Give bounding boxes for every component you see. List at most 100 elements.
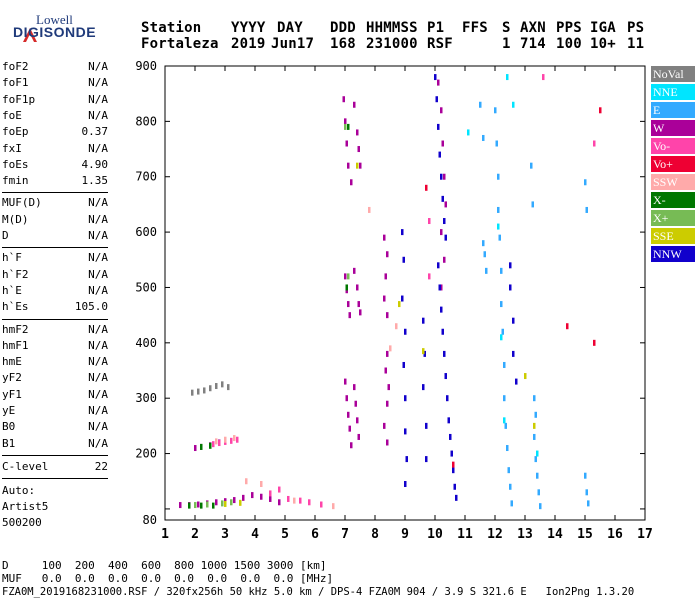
echo-point-w bbox=[383, 234, 386, 241]
x-tick-label: 9 bbox=[401, 527, 409, 542]
echo-point-nnw bbox=[509, 262, 512, 269]
echo-point-w bbox=[359, 309, 362, 316]
echo-point-nnw bbox=[437, 262, 440, 269]
echo-point-nnw bbox=[425, 456, 428, 463]
echo-point-w bbox=[353, 384, 356, 391]
param-value: N/A bbox=[88, 60, 108, 73]
param-label: foF1 bbox=[2, 76, 29, 90]
echo-point-w bbox=[357, 433, 360, 440]
echo-point-nnw bbox=[444, 373, 447, 380]
echo-point-sse bbox=[239, 499, 242, 506]
echo-point-e bbox=[497, 173, 500, 180]
echo-point-vo bbox=[299, 497, 302, 504]
x-tick-label: 11 bbox=[457, 527, 473, 542]
logo-mark-icon bbox=[4, 8, 38, 42]
echo-point-x bbox=[194, 502, 197, 509]
echo-point-nnw bbox=[509, 284, 512, 291]
echo-point-nnw bbox=[444, 234, 447, 241]
y-tick-label: 700 bbox=[135, 170, 157, 184]
echo-point-e bbox=[482, 134, 485, 141]
echo-point-nnw bbox=[404, 328, 407, 335]
echo-point-sse bbox=[533, 422, 536, 429]
logo-digisonde-text: DIGISONDE bbox=[13, 24, 97, 40]
param-value: 4.90 bbox=[81, 157, 109, 171]
echo-point-noval bbox=[209, 385, 212, 392]
echo-point-nnw bbox=[440, 173, 443, 180]
param-label: foEp bbox=[2, 125, 29, 139]
param-row-hme: hmE N/A bbox=[2, 354, 108, 370]
echo-point-vo bbox=[269, 490, 272, 497]
echo-point-x bbox=[212, 502, 215, 509]
param-separator bbox=[2, 247, 108, 249]
echo-point-e bbox=[536, 472, 539, 479]
header-value-yyyy: 2019 bbox=[231, 36, 266, 52]
param-label: M(D) bbox=[2, 212, 29, 226]
param-separator bbox=[2, 478, 108, 479]
echo-point-w bbox=[242, 494, 245, 501]
param-value: N/A bbox=[88, 371, 108, 385]
x-tick-label: 12 bbox=[487, 527, 503, 542]
param-separator bbox=[2, 318, 108, 320]
header-label-p1-label: P1 bbox=[427, 20, 445, 36]
y-tick-label: 80 bbox=[143, 513, 157, 527]
param-value: N/A bbox=[88, 251, 108, 265]
echo-point-w bbox=[357, 146, 360, 153]
echo-point-w bbox=[345, 395, 348, 402]
echo-point-e bbox=[494, 107, 497, 114]
echo-point-x bbox=[347, 123, 350, 130]
param-value: N/A bbox=[88, 404, 108, 417]
echo-point-ssw bbox=[293, 497, 296, 504]
echo-point-w bbox=[353, 267, 356, 274]
echo-point-sse bbox=[422, 348, 425, 355]
echo-point-nnw bbox=[455, 494, 458, 501]
x-tick-label: 6 bbox=[311, 527, 319, 542]
echo-point-w bbox=[251, 492, 254, 499]
legend-item-nnw: NNW bbox=[651, 246, 695, 262]
echo-point-w bbox=[386, 439, 389, 446]
x-tick-label: 3 bbox=[221, 527, 229, 542]
echo-point-sse bbox=[356, 162, 359, 169]
echo-point-e bbox=[531, 201, 534, 208]
x-tick-label: 13 bbox=[517, 527, 533, 542]
echo-point-w bbox=[233, 497, 236, 504]
echo-point-e bbox=[530, 162, 533, 169]
echo-point-x bbox=[188, 502, 191, 509]
header-label-station-label: Station bbox=[141, 20, 202, 36]
echo-point-e bbox=[533, 433, 536, 440]
echo-point-vo bbox=[428, 218, 431, 225]
echo-point-nnw bbox=[404, 428, 407, 435]
echo-point-w bbox=[386, 400, 389, 407]
echo-point-w bbox=[347, 162, 350, 169]
header-value-axn: 714 bbox=[520, 36, 546, 52]
echo-point-vo bbox=[452, 461, 455, 468]
echo-point-e bbox=[507, 467, 510, 474]
echo-point-e bbox=[485, 267, 488, 274]
muf-row: MUF 0.0 0.0 0.0 0.0 0.0 0.0 0.0 0.0 [MHz… bbox=[2, 572, 334, 585]
echo-point-nnw bbox=[441, 195, 444, 202]
echo-point-x bbox=[230, 499, 233, 506]
echo-point-nnw bbox=[443, 350, 446, 357]
echo-point-e bbox=[584, 179, 587, 186]
echo-point-x bbox=[347, 273, 350, 280]
echo-point-e bbox=[498, 234, 501, 241]
echo-point-ssw bbox=[260, 481, 263, 488]
header-value-p1: RSF bbox=[427, 36, 453, 52]
legend-item-e: E bbox=[651, 102, 695, 118]
echo-point-w bbox=[386, 312, 389, 319]
echo-point-vo bbox=[599, 107, 602, 114]
header-label-iga-label: IGA bbox=[590, 20, 616, 36]
param-row-md: M(D) N/A bbox=[2, 212, 108, 228]
echo-point-nnw bbox=[437, 123, 440, 130]
echo-point-ssw bbox=[389, 345, 392, 352]
echo-point-vo bbox=[593, 140, 596, 147]
legend-item-w: W bbox=[651, 120, 695, 136]
param-label: foEs bbox=[2, 157, 29, 171]
echo-point-e bbox=[510, 500, 513, 507]
echo-point-w bbox=[356, 129, 359, 136]
echo-point-ssw bbox=[245, 478, 248, 485]
header-label-ffs-label: FFS bbox=[462, 20, 488, 36]
param-row-foe: foE N/A bbox=[2, 108, 108, 124]
param-row-mufd: MUF(D) N/A bbox=[2, 195, 108, 211]
echo-point-e bbox=[534, 411, 537, 418]
